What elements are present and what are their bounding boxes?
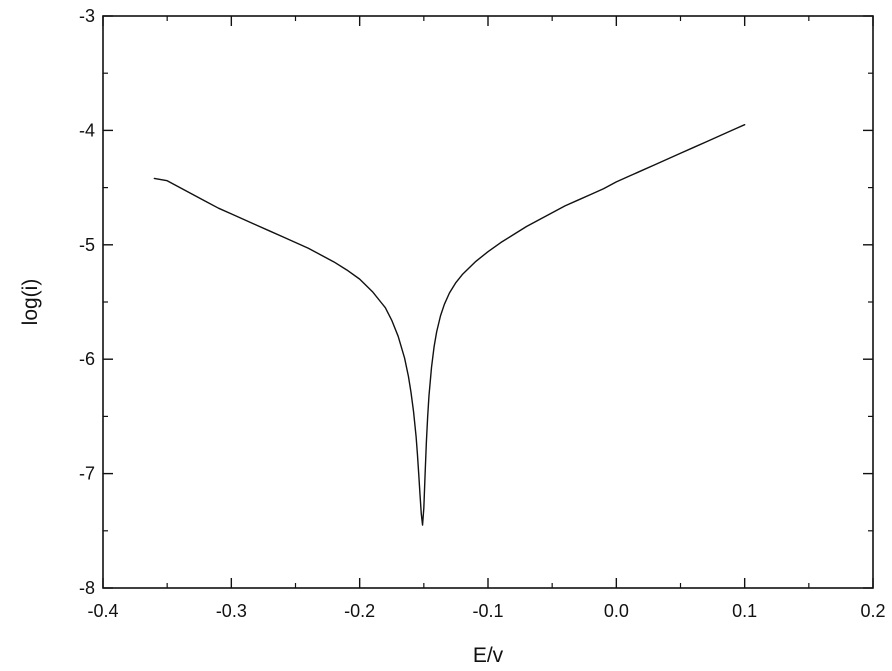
y-axis-title: log(i) [19, 279, 42, 326]
x-tick-label: 0.0 [604, 601, 629, 621]
x-axis-title: E/v [473, 644, 504, 667]
x-tick-label: 0.2 [860, 601, 885, 621]
series-line-polarization-curve [153, 123, 746, 526]
y-tick-label: -5 [79, 235, 95, 255]
x-tick-label: -0.4 [87, 601, 118, 621]
y-tick-label: -7 [79, 464, 95, 484]
y-tick-labels: -8 -7 -6 -5 -4 -3 [79, 6, 95, 598]
y-tick-label: -3 [79, 6, 95, 26]
plot-frame [102, 15, 874, 589]
x-tick-label: -0.2 [344, 601, 375, 621]
y-tick-label: -4 [79, 120, 95, 140]
y-tick-label: -8 [79, 578, 95, 598]
x-tick-label: -0.1 [472, 601, 503, 621]
x-tick-labels: -0.4 -0.3 -0.2 -0.1 0.0 0.1 0.2 [87, 601, 885, 621]
minor-ticks [103, 16, 873, 588]
x-tick-label: -0.3 [216, 601, 247, 621]
y-tick-label: -6 [79, 349, 95, 369]
major-ticks [102, 15, 874, 589]
x-tick-label: 0.1 [732, 601, 757, 621]
